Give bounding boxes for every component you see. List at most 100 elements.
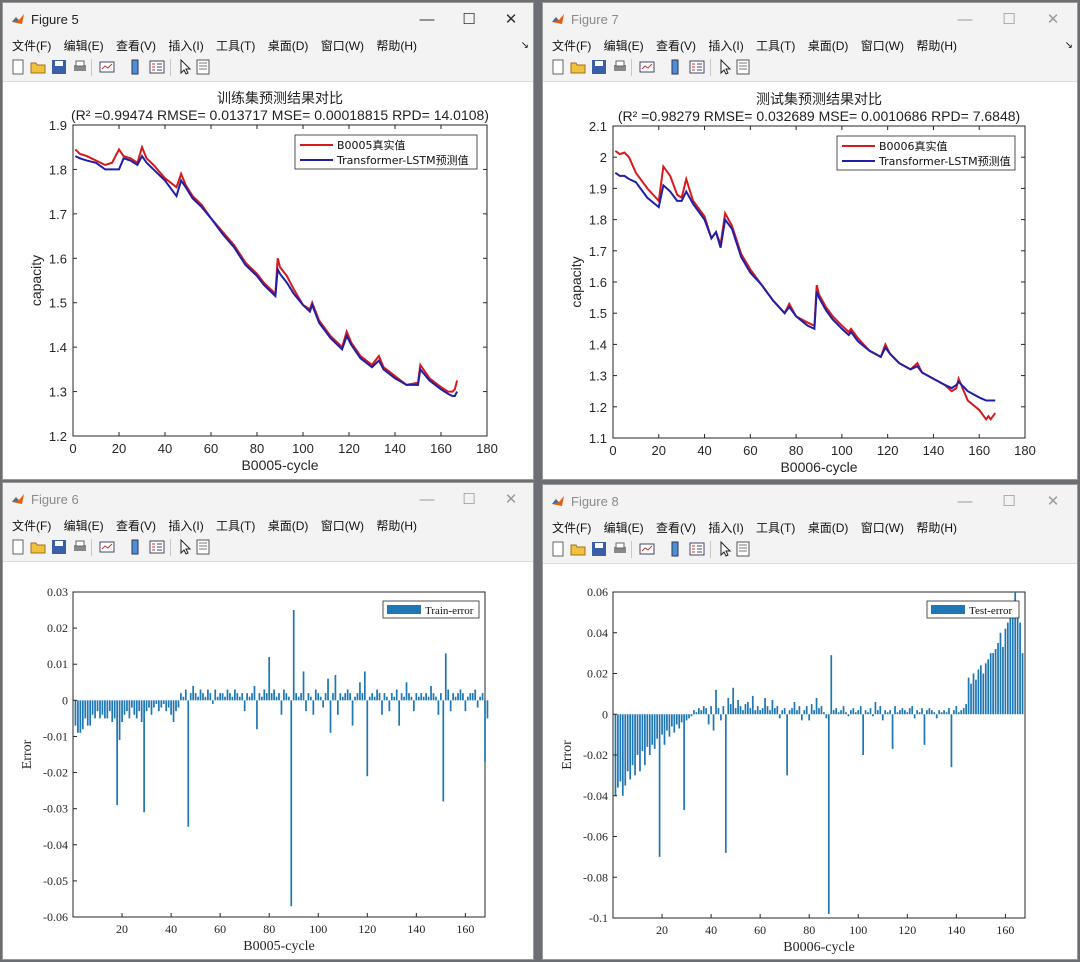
menu-window[interactable]: 窗口(W) xyxy=(860,39,905,53)
minimize-button[interactable]: — xyxy=(957,11,973,28)
menu-help[interactable]: 帮助(H) xyxy=(376,39,418,53)
print-icon[interactable] xyxy=(72,539,88,555)
print-icon[interactable] xyxy=(72,59,88,75)
menu-more-icon[interactable]: ↘ xyxy=(520,40,529,51)
print-icon[interactable] xyxy=(612,541,628,557)
error-bar xyxy=(867,712,869,715)
save-icon[interactable] xyxy=(591,541,607,557)
menu-help[interactable]: 帮助(H) xyxy=(916,39,958,53)
new-figure-icon[interactable] xyxy=(550,59,566,75)
pointer-icon[interactable] xyxy=(717,541,733,557)
maximize-button[interactable]: ☐ xyxy=(1002,11,1016,28)
pointer-icon[interactable] xyxy=(717,59,733,75)
menu-edit[interactable]: 编辑(E) xyxy=(603,39,644,53)
minimize-button[interactable]: — xyxy=(419,11,435,28)
menu-tools[interactable]: 工具(T) xyxy=(216,39,256,53)
open-file-icon[interactable] xyxy=(570,59,586,75)
insert-legend-icon[interactable] xyxy=(689,59,705,75)
menu-insert[interactable]: 插入(I) xyxy=(168,519,204,533)
error-bar xyxy=(368,696,371,701)
menu-file[interactable]: 文件(F) xyxy=(12,39,52,53)
menu-desktop[interactable]: 桌面(D) xyxy=(267,519,309,533)
insert-legend-icon[interactable] xyxy=(689,541,705,557)
menu-file[interactable]: 文件(F) xyxy=(552,39,592,53)
error-bar xyxy=(300,693,302,701)
menu-window[interactable]: 窗口(W) xyxy=(320,519,365,533)
menu-view[interactable]: 查看(V) xyxy=(656,39,697,53)
minimize-button[interactable]: — xyxy=(957,493,973,510)
x-tick-label: 60 xyxy=(214,922,226,936)
close-button[interactable]: ✕ xyxy=(504,491,518,508)
menu-desktop[interactable]: 桌面(D) xyxy=(807,39,849,53)
error-bar xyxy=(1021,653,1024,715)
close-button[interactable]: ✕ xyxy=(1046,493,1060,510)
maximize-button[interactable]: ☐ xyxy=(462,491,476,508)
menu-insert[interactable]: 插入(I) xyxy=(168,39,204,53)
save-icon[interactable] xyxy=(51,539,67,555)
menu-help[interactable]: 帮助(H) xyxy=(916,521,958,535)
title-bar[interactable]: Figure 6 — ☐ ✕ xyxy=(3,483,533,517)
title-bar[interactable]: Figure 5 — ☐ ✕ xyxy=(3,3,533,37)
open-file-icon[interactable] xyxy=(30,539,46,555)
menu-tools[interactable]: 工具(T) xyxy=(216,519,256,533)
new-figure-icon[interactable] xyxy=(10,539,26,555)
insert-colorbar-icon[interactable] xyxy=(667,59,683,75)
menu-window[interactable]: 窗口(W) xyxy=(320,39,365,53)
pointer-icon[interactable] xyxy=(177,59,193,75)
menu-more-icon[interactable]: ↘ xyxy=(1064,40,1073,51)
insert-colorbar-icon[interactable] xyxy=(667,541,683,557)
insert-legend-icon[interactable] xyxy=(149,539,165,555)
error-bar xyxy=(81,700,84,730)
pointer-icon[interactable] xyxy=(177,539,193,555)
menu-desktop[interactable]: 桌面(D) xyxy=(807,521,849,535)
insert-colorbar-icon[interactable] xyxy=(127,539,143,555)
menu-file[interactable]: 文件(F) xyxy=(12,519,52,533)
figure-5-window[interactable]: Figure 5 — ☐ ✕ 文件(F) 编辑(E) 查看(V) 插入(I) 工… xyxy=(2,2,534,480)
y-tick-label: 1.7 xyxy=(589,244,607,259)
maximize-button[interactable]: ☐ xyxy=(1002,493,1016,510)
save-icon[interactable] xyxy=(591,59,607,75)
error-bar xyxy=(432,693,435,701)
link-plot-icon[interactable] xyxy=(99,539,115,555)
menu-view[interactable]: 查看(V) xyxy=(656,521,697,535)
menu-view[interactable]: 查看(V) xyxy=(116,39,157,53)
save-icon[interactable] xyxy=(51,59,67,75)
open-file-icon[interactable] xyxy=(570,541,586,557)
property-editor-icon[interactable] xyxy=(735,59,751,75)
property-editor-icon[interactable] xyxy=(195,539,211,555)
property-editor-icon[interactable] xyxy=(195,59,211,75)
menu-desktop[interactable]: 桌面(D) xyxy=(267,39,309,53)
menu-window[interactable]: 窗口(W) xyxy=(860,521,905,535)
maximize-button[interactable]: ☐ xyxy=(462,11,476,28)
error-bar xyxy=(91,700,94,715)
open-file-icon[interactable] xyxy=(30,59,46,75)
print-icon[interactable] xyxy=(612,59,628,75)
close-button[interactable]: ✕ xyxy=(1046,11,1060,28)
title-bar[interactable]: Figure 7 — ☐ ✕ xyxy=(543,3,1077,37)
new-figure-icon[interactable] xyxy=(10,59,26,75)
menu-tools[interactable]: 工具(T) xyxy=(756,521,796,535)
menu-help[interactable]: 帮助(H) xyxy=(376,519,418,533)
figure-8-window[interactable]: Figure 8 — ☐ ✕ 文件(F) 编辑(E) 查看(V) 插入(I) 工… xyxy=(542,484,1078,960)
figure-7-window[interactable]: Figure 7 — ☐ ✕ 文件(F) 编辑(E) 查看(V) 插入(I) 工… xyxy=(542,2,1078,480)
menu-file[interactable]: 文件(F) xyxy=(552,521,592,535)
error-bar xyxy=(471,693,474,701)
menu-insert[interactable]: 插入(I) xyxy=(708,521,744,535)
new-figure-icon[interactable] xyxy=(550,541,566,557)
title-bar[interactable]: Figure 8 — ☐ ✕ xyxy=(543,485,1077,519)
close-button[interactable]: ✕ xyxy=(504,11,518,28)
property-editor-icon[interactable] xyxy=(735,541,751,557)
minimize-button[interactable]: — xyxy=(419,491,435,508)
link-plot-icon[interactable] xyxy=(639,541,655,557)
figure-6-window[interactable]: Figure 6 — ☐ ✕ 文件(F) 编辑(E) 查看(V) 插入(I) 工… xyxy=(2,482,534,960)
insert-colorbar-icon[interactable] xyxy=(127,59,143,75)
menu-tools[interactable]: 工具(T) xyxy=(756,39,796,53)
link-plot-icon[interactable] xyxy=(99,59,115,75)
menu-edit[interactable]: 编辑(E) xyxy=(603,521,644,535)
menu-insert[interactable]: 插入(I) xyxy=(708,39,744,53)
menu-view[interactable]: 查看(V) xyxy=(116,519,157,533)
menu-edit[interactable]: 编辑(E) xyxy=(63,39,104,53)
link-plot-icon[interactable] xyxy=(639,59,655,75)
menu-edit[interactable]: 编辑(E) xyxy=(63,519,104,533)
insert-legend-icon[interactable] xyxy=(149,59,165,75)
